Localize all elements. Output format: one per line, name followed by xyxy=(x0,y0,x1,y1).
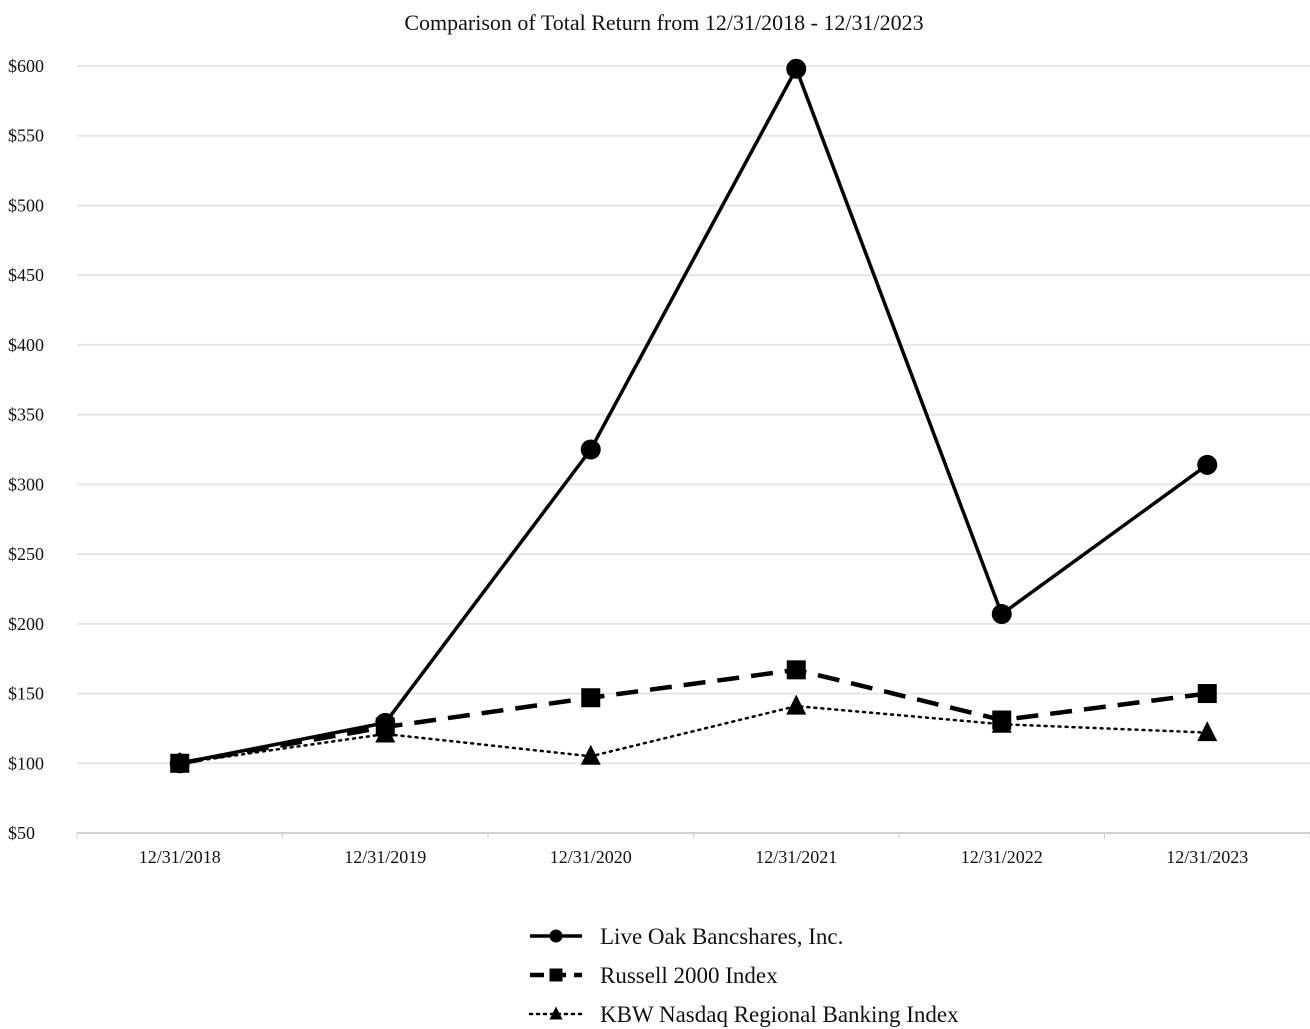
data-point-square xyxy=(992,710,1012,730)
data-point-triangle xyxy=(580,744,601,765)
y-tick-label: $600 xyxy=(8,56,44,76)
x-tick-label: 12/31/2022 xyxy=(961,847,1043,867)
x-axis: 12/31/2018 12/31/2019 12/31/2020 12/31/2021… xyxy=(76,833,1310,867)
data-point-circle xyxy=(580,439,601,460)
legend-marker-triangle xyxy=(549,1006,563,1020)
data-point-triangle xyxy=(1197,721,1218,742)
series-lines xyxy=(178,67,1209,766)
gridlines xyxy=(77,65,1310,834)
y-tick-label: $350 xyxy=(8,405,44,425)
y-tick-label: $250 xyxy=(8,544,44,564)
data-point-square xyxy=(786,660,806,680)
x-tick-label: 12/31/2018 xyxy=(139,847,221,867)
legend-label: Live Oak Bancshares, Inc. xyxy=(600,924,843,949)
legend-marker-square xyxy=(549,968,563,982)
data-point-circle xyxy=(169,753,190,774)
data-point-circle xyxy=(375,712,396,733)
legend-label: Russell 2000 Index xyxy=(600,963,778,988)
data-point-circle xyxy=(786,58,807,79)
x-tick-label: 12/31/2019 xyxy=(344,847,426,867)
y-tick-label: $300 xyxy=(8,474,44,494)
y-axis-ticks: $50 $100 $150 $200 $250 $300 $350 $400 $450 $500 $… xyxy=(8,56,44,843)
x-tick-label: 12/31/2023 xyxy=(1166,847,1248,867)
data-point-triangle xyxy=(786,694,807,715)
series-markers xyxy=(169,58,1218,774)
legend-label: KBW Nasdaq Regional Banking Index xyxy=(600,1002,959,1027)
x-tick-label: 12/31/2020 xyxy=(550,847,632,867)
y-tick-label: $550 xyxy=(8,126,44,146)
series-line-triangle xyxy=(178,704,1209,765)
y-tick-label: $150 xyxy=(8,684,44,704)
y-tick-label: $200 xyxy=(8,614,44,634)
y-tick-label: $50 xyxy=(8,823,35,843)
x-tick-label: 12/31/2021 xyxy=(755,847,837,867)
data-point-square xyxy=(581,688,601,708)
y-tick-label: $500 xyxy=(8,195,44,215)
data-point-square xyxy=(1197,684,1217,704)
series-line-circle xyxy=(179,67,1209,765)
y-tick-label: $450 xyxy=(8,265,44,285)
series-line-square xyxy=(179,667,1208,766)
chart-title: Comparison of Total Return from 12/31/20… xyxy=(404,10,923,35)
y-tick-label: $100 xyxy=(8,753,44,773)
y-tick-label: $400 xyxy=(8,335,44,355)
data-point-circle xyxy=(991,604,1012,625)
legend-marker-circle xyxy=(549,929,563,943)
legend: Live Oak Bancshares, Inc. Russell 2000 In… xyxy=(528,924,959,1027)
data-point-circle xyxy=(1197,454,1218,475)
